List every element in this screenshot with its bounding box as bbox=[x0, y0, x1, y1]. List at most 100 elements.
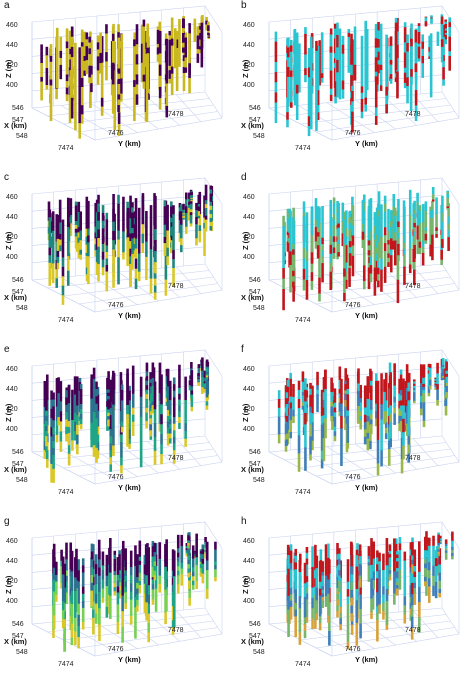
boreholes bbox=[282, 187, 450, 311]
z-tick-label: 420 bbox=[243, 62, 255, 69]
y-tick-label: 7474 bbox=[295, 489, 311, 496]
z-tick-label: 400 bbox=[6, 82, 18, 89]
x-tick-label: 546 bbox=[249, 277, 261, 284]
y-tick-label: 7476 bbox=[345, 302, 361, 309]
z-tick-label: 460 bbox=[243, 366, 255, 373]
y-tick-label: 7478 bbox=[168, 627, 184, 634]
y-axis-title: Y (km) bbox=[118, 139, 141, 148]
x-tick-label: 546 bbox=[12, 277, 24, 284]
panel-letter: b bbox=[241, 0, 247, 11]
y-tick-label: 7476 bbox=[108, 646, 124, 653]
z-tick-label: 400 bbox=[243, 254, 255, 261]
z-axis-title: Z (m) bbox=[241, 403, 250, 422]
x-tick-label: 547 bbox=[249, 461, 261, 468]
y-tick-label: 7474 bbox=[295, 145, 311, 152]
y-axis-title: Y (km) bbox=[118, 483, 141, 492]
x-tick-label: 546 bbox=[249, 105, 261, 112]
panel-letter: d bbox=[241, 172, 247, 183]
z-tick-label: 440 bbox=[6, 558, 18, 565]
boreholes bbox=[277, 358, 448, 476]
z-tick-label: 460 bbox=[243, 194, 255, 201]
y-axis-title: Y (km) bbox=[355, 483, 378, 492]
z-axis-title: Z (m) bbox=[4, 231, 13, 250]
x-axis-title: X (km) bbox=[4, 465, 27, 474]
x-tick-label: 547 bbox=[12, 289, 24, 296]
z-axis-title: Z (m) bbox=[241, 59, 250, 78]
y-axis-title: Y (km) bbox=[355, 139, 378, 148]
y-tick-label: 7474 bbox=[58, 317, 74, 324]
boreholes bbox=[40, 15, 211, 139]
z-tick-label: 400 bbox=[6, 426, 18, 433]
x-tick-label: 546 bbox=[12, 621, 24, 628]
y-tick-label: 7476 bbox=[108, 302, 124, 309]
boreholes bbox=[52, 532, 217, 652]
plot-3d: 460 440 420 400 Z (m) 546 547 548 X (km) 7474 7476… bbox=[241, 349, 460, 496]
z-tick-label: 440 bbox=[6, 214, 18, 221]
y-tick-label: 7476 bbox=[108, 130, 124, 137]
y-tick-label: 7478 bbox=[168, 111, 184, 118]
panel-a: a 460 440 420 400 Z (m) 546 547 548 X (km) 7474 747… bbox=[0, 0, 237, 172]
panel-letter: h bbox=[241, 516, 247, 527]
z-tick-label: 440 bbox=[243, 214, 255, 221]
y-axis-title: Y (km) bbox=[118, 311, 141, 320]
y-tick-label: 7478 bbox=[405, 283, 421, 290]
x-axis-title: X (km) bbox=[241, 121, 264, 130]
x-tick-label: 546 bbox=[12, 449, 24, 456]
x-tick-label: 547 bbox=[249, 117, 261, 124]
panel-letter: g bbox=[4, 516, 10, 527]
z-tick-label: 420 bbox=[6, 578, 18, 585]
panel-b: b 460 440 420 400 Z (m) 546 547 548 X (km) 7474 747… bbox=[237, 0, 474, 172]
z-tick-label: 400 bbox=[6, 598, 18, 605]
x-tick-label: 548 bbox=[16, 133, 28, 140]
y-tick-label: 7476 bbox=[108, 474, 124, 481]
y-axis-title: Y (km) bbox=[118, 655, 141, 664]
plot-3d: 460 440 420 400 Z (m) 546 547 548 X (km) 7474 7476… bbox=[241, 177, 460, 324]
z-tick-label: 420 bbox=[243, 406, 255, 413]
y-tick-label: 7474 bbox=[58, 661, 74, 668]
boreholes bbox=[43, 357, 210, 483]
x-tick-label: 548 bbox=[253, 305, 265, 312]
x-tick-label: 546 bbox=[249, 449, 261, 456]
y-tick-label: 7478 bbox=[168, 283, 184, 290]
y-tick-label: 7476 bbox=[345, 130, 361, 137]
panel-f: f 460 440 420 400 Z (m) 546 547 548 X (km) 7474 747… bbox=[237, 344, 474, 516]
x-axis-title: X (km) bbox=[4, 293, 27, 302]
x-axis-title: X (km) bbox=[241, 293, 264, 302]
y-tick-label: 7478 bbox=[405, 455, 421, 462]
panel-e: e 460 440 420 400 Z (m) 546 547 548 X (km) 7474 747… bbox=[0, 344, 237, 516]
x-tick-label: 548 bbox=[16, 649, 28, 656]
plot-3d: 460 440 420 400 Z (m) 546 547 548 X (km) 7474 7476… bbox=[4, 177, 223, 324]
panel-letter: c bbox=[4, 172, 9, 183]
z-tick-label: 440 bbox=[6, 386, 18, 393]
x-tick-label: 547 bbox=[12, 633, 24, 640]
z-tick-label: 460 bbox=[6, 366, 18, 373]
plot-3d: 460 440 420 400 Z (m) 546 547 548 X (km) 7474 7476… bbox=[4, 349, 223, 496]
z-tick-label: 440 bbox=[6, 42, 18, 49]
z-tick-label: 420 bbox=[243, 234, 255, 241]
z-tick-label: 460 bbox=[6, 194, 18, 201]
z-tick-label: 440 bbox=[243, 386, 255, 393]
z-tick-label: 400 bbox=[6, 254, 18, 261]
plot-3d: 460 440 420 400 Z (m) 546 547 548 X (km) 7474 7476… bbox=[241, 5, 460, 152]
z-axis-title: Z (m) bbox=[241, 231, 250, 250]
boreholes bbox=[274, 14, 451, 137]
x-axis-title: X (km) bbox=[4, 637, 27, 646]
z-tick-label: 420 bbox=[6, 406, 18, 413]
panel-letter: a bbox=[4, 0, 10, 11]
y-tick-label: 7474 bbox=[295, 317, 311, 324]
y-axis-title: Y (km) bbox=[355, 311, 378, 320]
z-tick-label: 420 bbox=[6, 62, 18, 69]
z-axis-title: Z (m) bbox=[4, 575, 13, 594]
z-tick-label: 420 bbox=[6, 234, 18, 241]
z-tick-label: 400 bbox=[243, 426, 255, 433]
panel-letter: e bbox=[4, 344, 10, 355]
plot-3d: 460 440 420 400 Z (m) 546 547 548 X (km) 7474 7476… bbox=[4, 521, 223, 668]
boreholes bbox=[286, 531, 454, 650]
y-tick-label: 7474 bbox=[58, 489, 74, 496]
y-tick-label: 7478 bbox=[168, 455, 184, 462]
x-tick-label: 547 bbox=[12, 117, 24, 124]
panel-letter: f bbox=[241, 344, 244, 355]
z-axis-title: Z (m) bbox=[4, 403, 13, 422]
panel-h: h 460 440 420 400 Z (m) 546 547 548 X (km) 7474 747… bbox=[237, 516, 474, 688]
